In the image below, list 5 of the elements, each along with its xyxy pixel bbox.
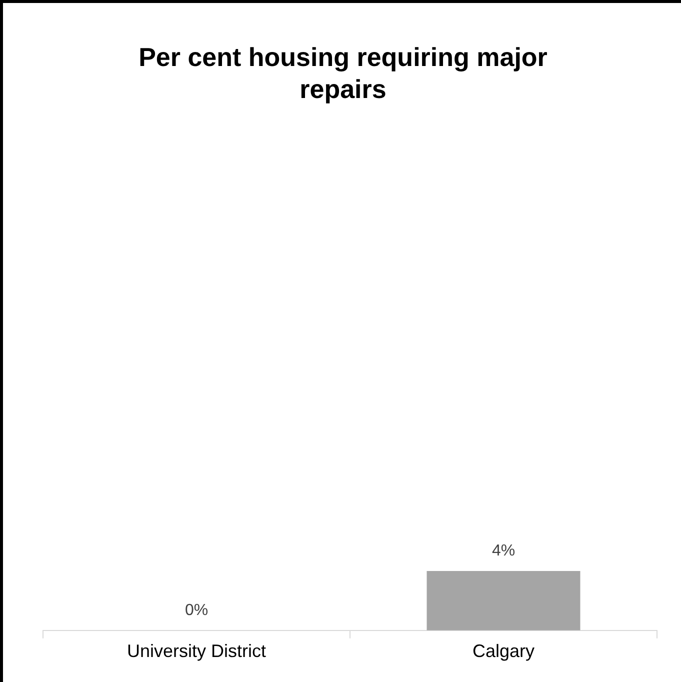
data-label: 0% <box>184 602 208 619</box>
x-tick-label: University District <box>126 641 266 662</box>
chart-title: Per cent housing requiring major repairs <box>138 41 548 105</box>
x-tick-label: Calgary <box>472 641 535 662</box>
data-label: 4% <box>492 542 516 560</box>
